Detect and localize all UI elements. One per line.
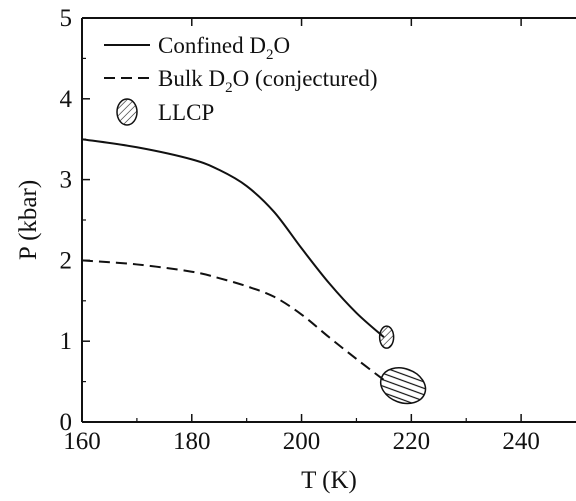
llcp-marker-confined: [378, 325, 395, 349]
series-bulk-line: [82, 259, 385, 381]
x-axis-title: T (K): [301, 467, 357, 494]
x-axis: 160 180 200 220 240: [63, 18, 540, 455]
series-layer: [82, 138, 385, 381]
y-tick-label: 4: [60, 86, 73, 113]
llcp-marker-bulk: [379, 367, 427, 405]
x-tick-label: 200: [283, 428, 321, 455]
legend-label-bulk: Bulk D2O (conjectured): [158, 66, 378, 96]
x-tick-label: 220: [393, 428, 431, 455]
legend-label-confined: Confined D2O: [158, 33, 290, 63]
x-tick-label: 240: [502, 428, 540, 455]
legend: Confined D2O Bulk D2O (conjectured) LLCP: [104, 33, 378, 126]
y-axis: 0 1 2 3 4 5: [60, 5, 90, 436]
y-tick-label: 2: [60, 247, 73, 274]
y-tick-label: 5: [60, 5, 73, 32]
series-confined-line: [82, 138, 385, 338]
y-tick-label: 0: [60, 409, 73, 436]
y-tick-label: 1: [60, 328, 73, 355]
llcp-marker-layer: [378, 325, 427, 405]
x-tick-label: 180: [173, 428, 211, 455]
legend-swatch-llcp: [116, 98, 138, 126]
legend-label-llcp: LLCP: [158, 100, 214, 125]
x-tick-label: 160: [63, 428, 101, 455]
y-tick-label: 3: [60, 167, 73, 194]
y-axis-title: P (kbar): [15, 180, 42, 260]
